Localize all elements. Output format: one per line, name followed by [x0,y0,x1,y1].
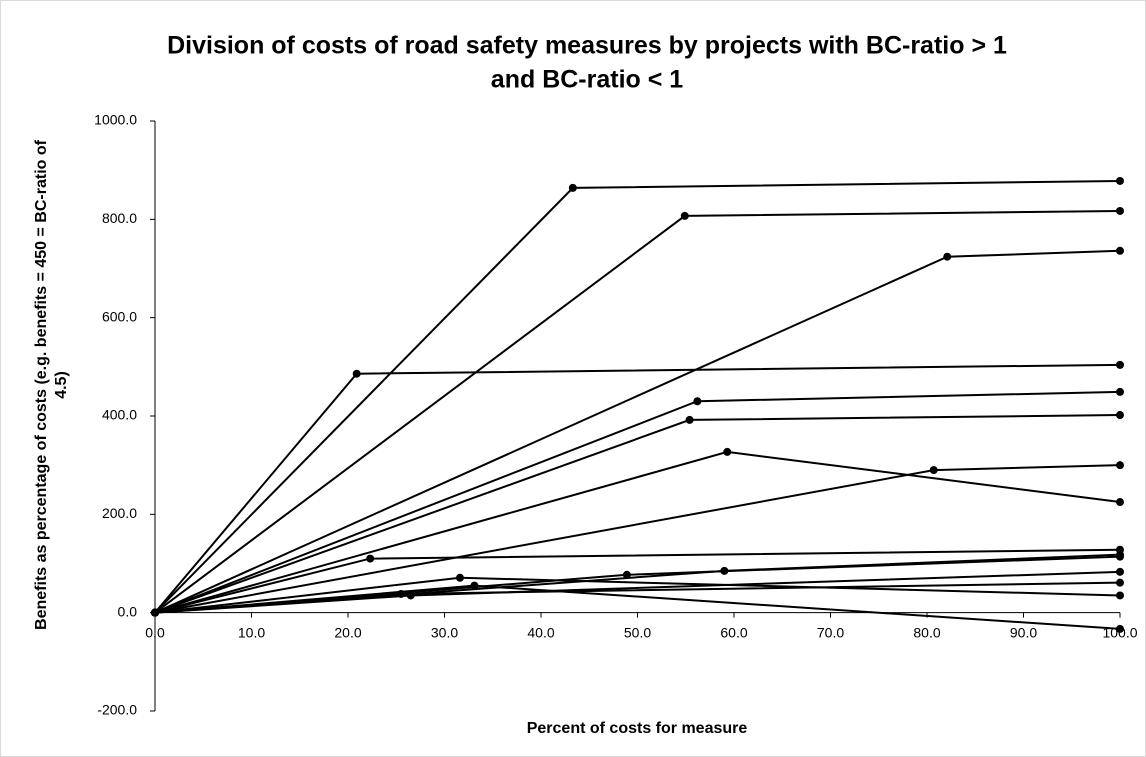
data-point [622,570,631,579]
data-point [929,466,938,475]
chart-title: Division of costs of road safety measure… [167,32,1007,60]
x-tick-label: 30.0 [431,624,458,640]
data-point [352,369,361,378]
x-tick-label: 20.0 [334,624,361,640]
data-point [366,554,375,563]
y-tick-label: -200.0 [97,702,137,718]
chart-title: and BC-ratio < 1 [491,66,683,94]
x-tick-label: 10.0 [238,624,265,640]
data-point [397,589,406,598]
data-point [1116,591,1124,600]
x-tick-label: 50.0 [624,624,651,640]
data-point [151,608,159,617]
x-axis-label: Percent of costs for measure [527,720,748,737]
data-point [1116,461,1124,470]
data-point [1116,624,1124,633]
data-point [685,415,694,424]
data-point [1116,360,1124,369]
data-point [1116,387,1124,396]
data-point [1116,411,1124,420]
x-tick-label: 40.0 [527,624,554,640]
data-point [1116,206,1124,215]
data-point [1116,578,1124,587]
y-tick-label: 400.0 [102,407,137,423]
data-point [680,211,689,220]
data-point [720,566,729,575]
data-point [470,581,479,590]
data-point [1116,176,1124,185]
data-point [723,447,732,456]
x-tick-label: 70.0 [817,624,844,640]
data-point [406,591,415,600]
data-point [1116,498,1124,507]
data-point [568,183,577,192]
data-point [1116,246,1124,255]
data-point [1116,567,1124,576]
y-tick-label: 200.0 [102,505,137,521]
data-point [455,573,464,582]
y-tick-label: 600.0 [102,308,137,324]
y-tick-label: 800.0 [102,210,137,226]
x-tick-label: 80.0 [913,624,940,640]
data-point [943,252,952,261]
y-tick-label: 0.0 [118,603,138,619]
data-point [1116,550,1124,559]
x-tick-label: 0.0 [145,624,165,640]
y-axis-label: 4.5) [53,371,70,399]
data-point [693,397,702,406]
y-axis-label: Benefits as percentage of costs (e.g. be… [33,139,50,630]
x-tick-label: 60.0 [720,624,747,640]
y-tick-label: 1000.0 [94,112,137,128]
x-tick-label: 90.0 [1010,624,1037,640]
